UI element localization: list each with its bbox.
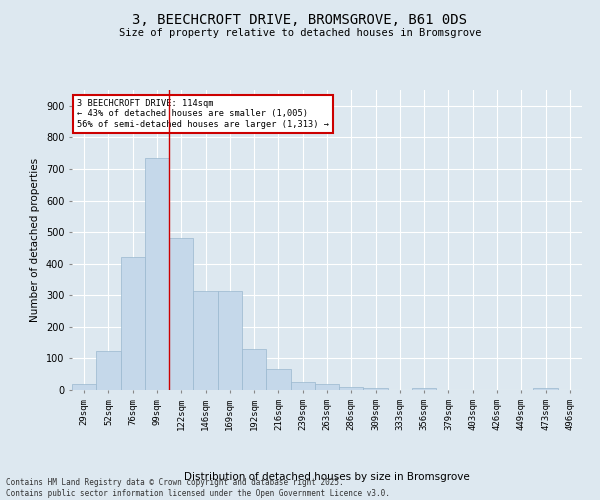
Bar <box>412 388 436 390</box>
X-axis label: Distribution of detached houses by size in Bromsgrove: Distribution of detached houses by size … <box>184 472 470 482</box>
Bar <box>290 382 315 390</box>
Bar <box>242 349 266 390</box>
Text: 3, BEECHCROFT DRIVE, BROMSGROVE, B61 0DS: 3, BEECHCROFT DRIVE, BROMSGROVE, B61 0DS <box>133 12 467 26</box>
Bar <box>218 290 242 390</box>
Bar <box>533 388 558 390</box>
Bar <box>315 384 339 390</box>
Bar <box>96 352 121 390</box>
Bar <box>121 258 145 390</box>
Bar <box>339 388 364 390</box>
Bar <box>364 388 388 390</box>
Bar <box>72 384 96 390</box>
Text: Size of property relative to detached houses in Bromsgrove: Size of property relative to detached ho… <box>119 28 481 38</box>
Y-axis label: Number of detached properties: Number of detached properties <box>31 158 40 322</box>
Bar <box>169 238 193 390</box>
Bar <box>266 370 290 390</box>
Text: Contains HM Land Registry data © Crown copyright and database right 2025.
Contai: Contains HM Land Registry data © Crown c… <box>6 478 390 498</box>
Bar <box>193 290 218 390</box>
Bar <box>145 158 169 390</box>
Text: 3 BEECHCROFT DRIVE: 114sqm
← 43% of detached houses are smaller (1,005)
56% of s: 3 BEECHCROFT DRIVE: 114sqm ← 43% of deta… <box>77 99 329 129</box>
